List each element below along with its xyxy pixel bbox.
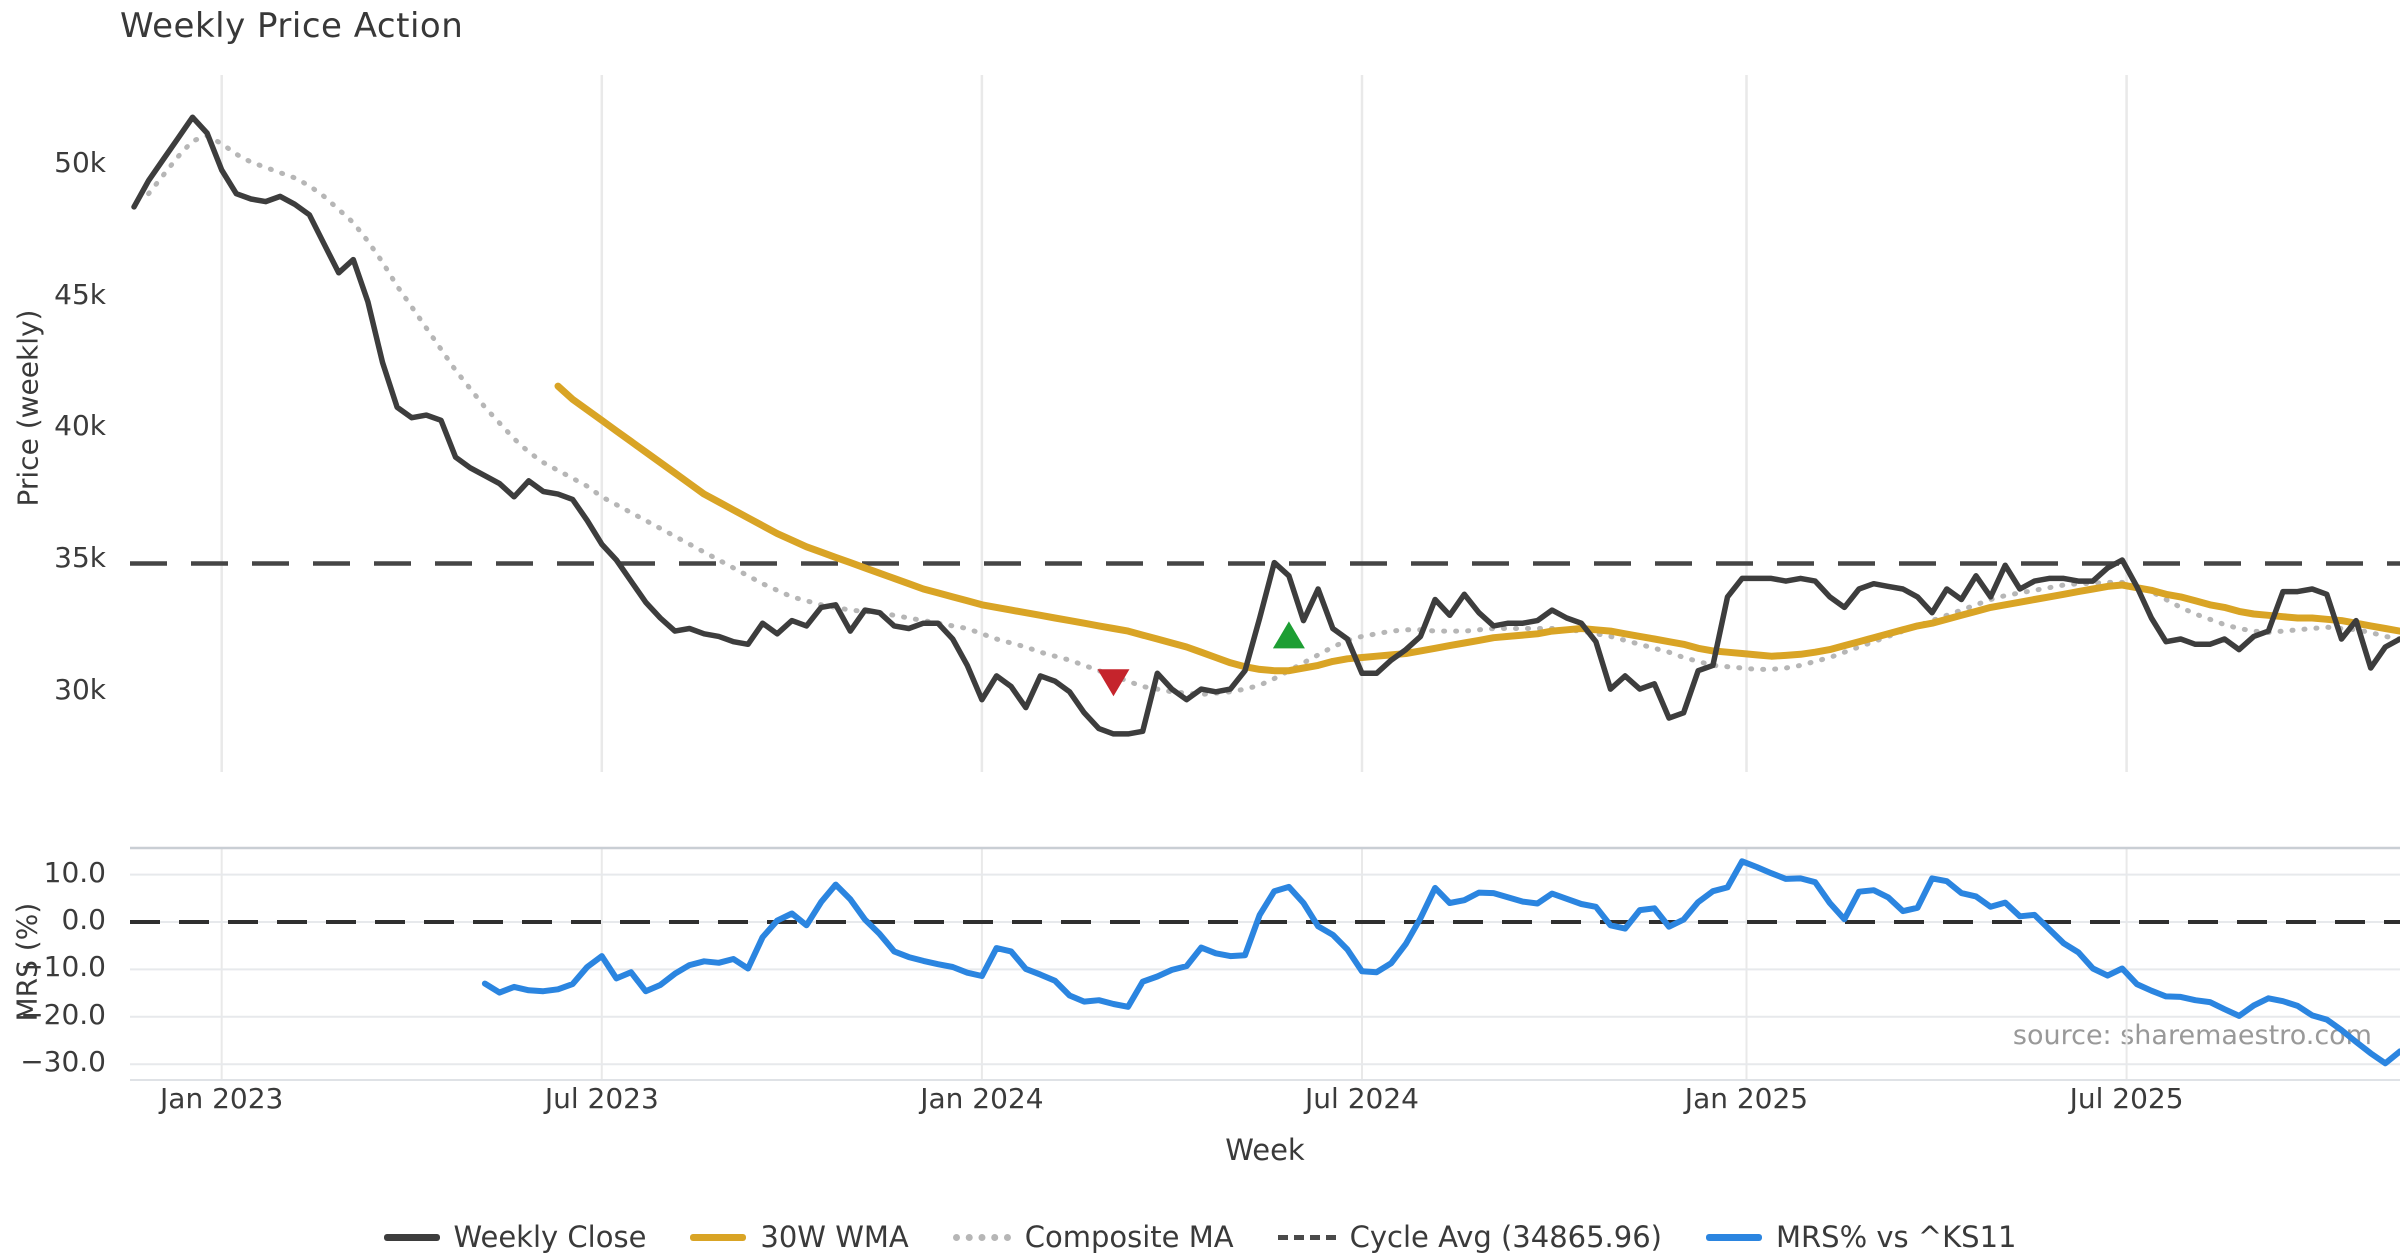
price-tick-50k: 50k <box>54 145 106 179</box>
mrs-tick-−20.0: −20.0 <box>20 997 106 1031</box>
legend-swatch <box>952 1233 1011 1241</box>
30w-wma-line <box>554 382 2400 675</box>
buy-signal-marker <box>1272 621 1305 649</box>
legend-swatch <box>1706 1233 1762 1241</box>
mrs-tick-0.0: 0.0 <box>61 903 106 936</box>
legend-label: Composite MA <box>1024 1220 1234 1254</box>
legend-label: MRS% vs ^KS11 <box>1776 1220 2017 1254</box>
x-tick-Jan-2023: Jan 2023 <box>160 1082 284 1115</box>
legend-label: 30W WMA <box>760 1220 909 1254</box>
price-tick-45k: 45k <box>54 277 106 311</box>
legend-item-weekly-close: Weekly Close <box>383 1220 647 1254</box>
source-watermark: source: sharemaestro.com <box>2012 1020 2372 1051</box>
x-tick-Jul-2025: Jul 2025 <box>2069 1082 2184 1115</box>
composite-ma-line <box>146 133 2400 697</box>
mrs-tick-10.0: 10.0 <box>43 855 106 889</box>
legend-swatch <box>690 1233 747 1241</box>
price-tick-40k: 40k <box>54 409 106 443</box>
sell-signal-marker <box>1097 669 1130 697</box>
legend-label: Weekly Close <box>453 1220 647 1254</box>
legend: Weekly Close 30W WMA Composite MA Cycle Avg… <box>0 1220 2400 1254</box>
chart-title: Weekly Price Action <box>120 6 464 46</box>
price-tick-30k: 30k <box>54 672 106 706</box>
x-tick-Jan-2024: Jan 2024 <box>920 1082 1044 1115</box>
x-tick-Jan-2025: Jan 2025 <box>1684 1082 1809 1115</box>
x-tick-Jul-2024: Jul 2024 <box>1305 1082 1419 1115</box>
legend-item-30w-wma: 30W WMA <box>690 1220 909 1254</box>
x-tick-Jul-2023: Jul 2023 <box>544 1082 659 1115</box>
legend-item-cycle-avg-34865-96-: Cycle Avg (34865.96) <box>1277 1220 1662 1254</box>
legend-item-mrs-vs-ks11: MRS% vs ^KS11 <box>1706 1220 2016 1254</box>
weekly-close-line <box>131 114 2400 737</box>
price-tick-35k: 35k <box>54 541 106 574</box>
mrs-tick-−30.0: −30.0 <box>20 1045 106 1079</box>
legend-swatch <box>383 1233 440 1241</box>
legend-item-composite-ma: Composite MA <box>952 1220 1234 1254</box>
x-axis-label: Week <box>1225 1133 1305 1167</box>
mrs-tick-−10.0: −10.0 <box>20 950 106 984</box>
legend-swatch <box>1277 1234 1336 1240</box>
mrs-vs-ks11-line <box>481 858 2400 1067</box>
legend-label: Cycle Avg (34865.96) <box>1349 1220 1662 1254</box>
